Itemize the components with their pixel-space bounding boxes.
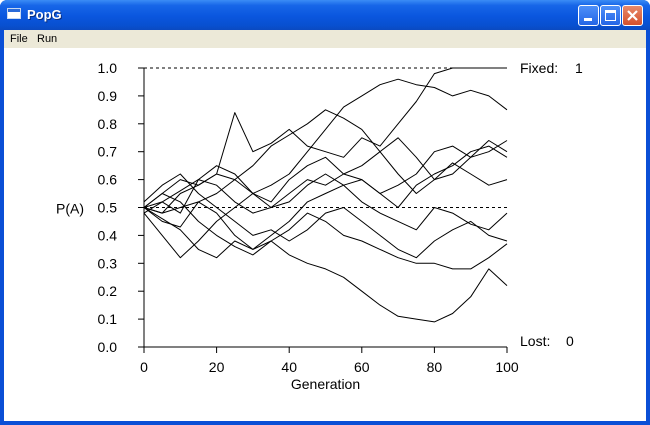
fixed-count: 1 bbox=[575, 60, 583, 76]
y-tick-label-8: 0.8 bbox=[98, 116, 118, 132]
maximize-button[interactable] bbox=[600, 5, 621, 26]
window-title: PopG bbox=[27, 7, 62, 22]
y-tick-label-1: 0.1 bbox=[98, 311, 118, 327]
series-line-4 bbox=[143, 173, 508, 259]
title-bar[interactable]: PopG bbox=[0, 0, 650, 30]
y-tick-label-9: 0.9 bbox=[98, 88, 118, 104]
x-tick-label-3: 60 bbox=[354, 359, 370, 375]
y-tick-label-10: 1.0 bbox=[98, 60, 118, 76]
series-line-3 bbox=[143, 140, 508, 259]
close-icon bbox=[627, 10, 638, 21]
y-tick-label-6: 0.6 bbox=[98, 172, 118, 188]
series-line-0 bbox=[143, 67, 507, 214]
fixed-label: Fixed: bbox=[520, 60, 558, 76]
series-line-5 bbox=[143, 165, 508, 231]
series-line-1 bbox=[143, 201, 508, 323]
series-line-7 bbox=[143, 137, 508, 214]
x-tick-label-0: 0 bbox=[140, 359, 148, 375]
lost-count: 0 bbox=[566, 333, 574, 349]
x-axis-label: Generation bbox=[291, 376, 360, 392]
series-line-8 bbox=[143, 109, 508, 214]
lost-label: Lost: bbox=[520, 333, 550, 349]
x-tick-label-2: 40 bbox=[281, 359, 297, 375]
x-tick-label-1: 20 bbox=[209, 359, 225, 375]
y-tick-label-7: 0.7 bbox=[98, 144, 118, 160]
y-tick-label-2: 0.2 bbox=[98, 283, 118, 299]
menu-bar: File Run bbox=[4, 30, 646, 48]
y-tick-label-5: 0.5 bbox=[98, 200, 118, 216]
menu-file[interactable]: File bbox=[10, 33, 28, 45]
y-tick-label-3: 0.3 bbox=[98, 255, 118, 271]
close-button[interactable] bbox=[622, 5, 643, 26]
minimize-icon bbox=[584, 18, 592, 21]
minimize-button[interactable] bbox=[578, 5, 599, 26]
y-tick-label-4: 0.4 bbox=[98, 227, 118, 243]
y-tick-label-0: 0.0 bbox=[98, 339, 118, 355]
menu-run[interactable]: Run bbox=[37, 33, 58, 45]
x-tick-label-5: 100 bbox=[495, 359, 519, 375]
app-window-icon[interactable] bbox=[7, 8, 21, 19]
y-axis-label: P(A) bbox=[56, 201, 84, 217]
maximize-icon bbox=[605, 10, 616, 21]
series-line-9 bbox=[143, 193, 508, 270]
series-line-2 bbox=[143, 78, 508, 208]
plot-area: 0.0 0.1 0.2 0.3 0.4 0.5 0.6 0.7 0.8 0.9 1.0 0 20 40 60… bbox=[4, 48, 646, 421]
allele-frequency-chart: 0.0 0.1 0.2 0.3 0.4 0.5 0.6 0.7 0.8 0.9 1.0 0 20 40 60… bbox=[56, 60, 583, 392]
x-tick-label-4: 80 bbox=[427, 359, 443, 375]
